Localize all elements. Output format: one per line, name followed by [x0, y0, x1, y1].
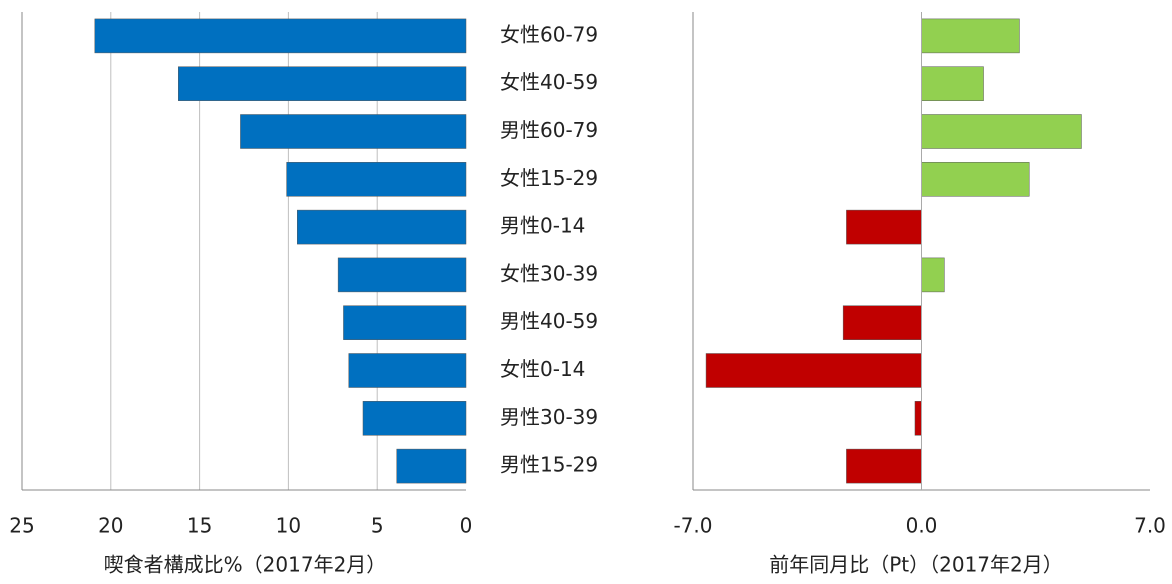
x-tick-label: 5	[371, 514, 384, 538]
bar	[94, 18, 467, 54]
bar	[178, 66, 467, 101]
bar	[921, 257, 945, 293]
bar	[921, 18, 1020, 54]
x-tick-label: 0.0	[906, 514, 938, 538]
bar	[921, 66, 984, 101]
bar	[337, 257, 467, 293]
x-tick-label: 25	[9, 514, 34, 538]
bar	[348, 353, 467, 388]
x-axis-label: 前年同月比（Pt）（2017年2月）	[769, 553, 1063, 577]
category-label: 女性30-39	[500, 261, 598, 285]
bar	[921, 162, 1030, 197]
bar	[297, 209, 467, 245]
x-tick-label: -7.0	[673, 514, 712, 538]
bar	[396, 448, 467, 484]
category-label: 女性15-29	[500, 166, 598, 190]
bar	[362, 401, 467, 436]
x-axis-label: 喫食者構成比%（2017年2月）	[104, 553, 387, 577]
category-label: 男性0-14	[500, 214, 585, 238]
category-label: 男性40-59	[500, 309, 598, 333]
bar	[846, 209, 922, 245]
bar	[240, 114, 467, 149]
category-label: 女性40-59	[500, 70, 598, 94]
bar	[842, 305, 922, 340]
category-label: 男性15-29	[500, 453, 598, 477]
bar	[286, 162, 467, 197]
bar	[914, 401, 922, 436]
bar	[705, 353, 922, 388]
bar	[343, 305, 467, 340]
bar	[921, 114, 1082, 149]
x-tick-label: 7.0	[1134, 514, 1166, 538]
category-label: 男性30-39	[500, 405, 598, 429]
bar	[846, 448, 922, 484]
x-tick-label: 10	[276, 514, 301, 538]
x-tick-label: 0	[460, 514, 473, 538]
category-label: 男性60-79	[500, 118, 598, 142]
x-tick-label: 20	[98, 514, 123, 538]
category-label: 女性60-79	[500, 22, 598, 46]
x-tick-label: 15	[187, 514, 212, 538]
category-label: 女性0-14	[500, 357, 585, 381]
